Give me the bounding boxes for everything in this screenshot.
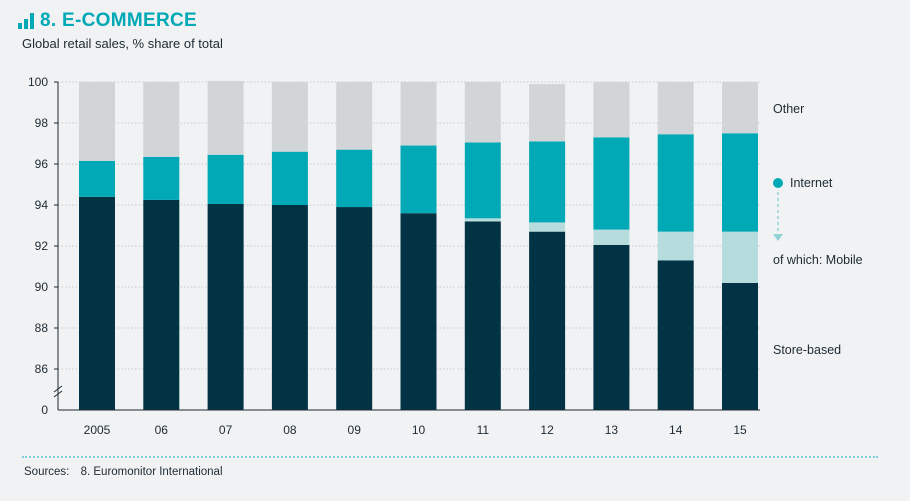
bar-other [207,80,244,155]
stacked-bar-chart: 0 86 88 90 92 94 96 98 100 2005 06 07 08 09 10 11 12 13 14… [28,75,863,437]
axis-break-mark [53,390,63,398]
y-tick-label: 90 [35,280,49,294]
bar-mobile [657,231,694,261]
x-tick-label: 06 [155,423,169,437]
y-tick-label: 86 [35,362,49,376]
x-tick-label: 15 [733,423,747,437]
bar-other [79,82,115,161]
x-tick-label: 07 [219,423,233,437]
x-tick-label: 10 [412,423,426,437]
bar-other [529,84,566,142]
y-tick-label: 100 [28,75,48,89]
bar-mobile [529,222,566,232]
x-tick-label: 09 [348,423,362,437]
bar-other [464,82,501,143]
bar-store-based [143,199,180,410]
bar-internet [657,134,694,232]
bar-other [657,82,694,135]
bar-internet [271,151,308,205]
bar-internet [722,133,758,232]
bar-store-based [271,205,308,410]
legend-internet-dot [773,178,783,188]
x-tick-label: 13 [605,423,619,437]
bar-other [400,82,437,146]
legend-label-mobile: of which: Mobile [773,253,863,267]
bar-mobile [722,231,758,283]
y-tick-label: 88 [35,321,49,335]
x-tick-label: 11 [477,423,490,437]
x-tick-label: 12 [540,423,554,437]
bar-internet [529,141,566,223]
bar-store-based [593,244,630,410]
bar-other [722,82,758,134]
bar-store-based [400,213,437,410]
bar-internet [79,160,115,197]
legend-label-internet: Internet [790,176,833,190]
bar-other [143,82,180,157]
bar-internet [207,154,244,204]
source-text: 8. Euromonitor International [80,466,223,478]
bar-store-based [336,207,373,410]
bar-store-based [529,231,566,410]
axis-break-mark [53,385,63,393]
legend-arrow-icon [773,234,783,241]
bar-internet [336,149,373,208]
x-tick-label: 08 [283,423,297,437]
chart-subtitle: Global retail sales, % share of total [22,36,223,51]
bar-internet [464,142,501,219]
source-label: Sources: [24,466,70,478]
title-row: 8. E-COMMERCE [18,10,197,32]
y-tick-label: 98 [35,116,49,130]
y-tick-label: 94 [35,198,49,212]
bar-other [271,82,308,152]
legend-label-other: Other [773,102,804,116]
source-note: Sources: 8. Euromonitor International [24,466,223,478]
y-tick-label: 92 [35,239,49,253]
bar-mobile [593,229,630,245]
chart-title: 8. E-COMMERCE [40,10,197,31]
bar-internet [400,145,437,214]
bar-chart-icon [18,13,34,29]
x-tick-label: 14 [669,423,683,437]
bar-store-based [79,196,115,410]
bar-internet [593,137,630,230]
divider [22,456,878,458]
bar-store-based [207,203,244,410]
bar-mobile [464,218,501,222]
x-tick-label: 2005 [84,423,111,437]
bar-internet [143,156,180,200]
y-tick-label: 96 [35,157,49,171]
y-tick-label: 0 [41,403,48,417]
bar-other [593,82,630,138]
bar-store-based [657,260,694,410]
bar-store-based [722,282,758,410]
legend-label-store-based: Store-based [773,343,841,357]
bar-store-based [464,221,501,410]
bar-other [336,82,373,150]
